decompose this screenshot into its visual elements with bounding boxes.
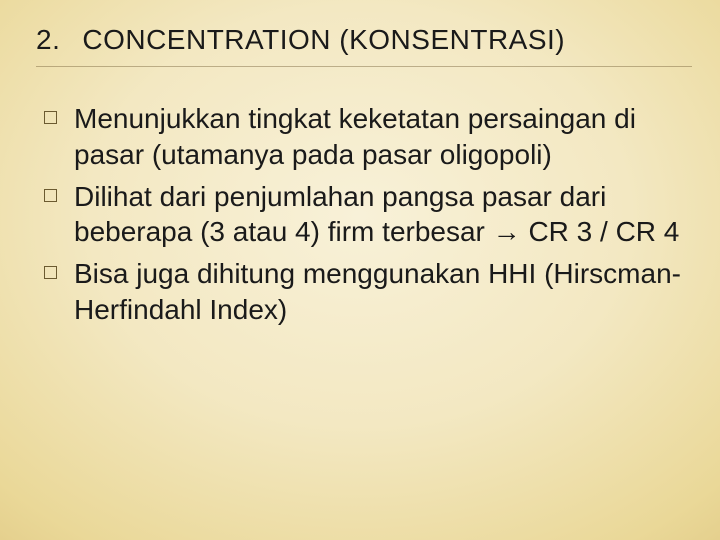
list-item: Bisa juga dihitung menggunakan HHI (Hirs… (44, 256, 684, 328)
list-item: Menunjukkan tingkat keketatan persaingan… (44, 101, 684, 173)
title-text: CONCENTRATION (KONSENTRASI) (82, 24, 565, 56)
bullet-list: Menunjukkan tingkat keketatan persaingan… (44, 101, 692, 328)
slide-title-row: 2. CONCENTRATION (KONSENTRASI) (36, 24, 692, 67)
title-number: 2. (36, 24, 60, 56)
list-item: Dilihat dari penjumlahan pangsa pasar da… (44, 179, 684, 251)
slide: 2. CONCENTRATION (KONSENTRASI) Menunjukk… (0, 0, 720, 540)
